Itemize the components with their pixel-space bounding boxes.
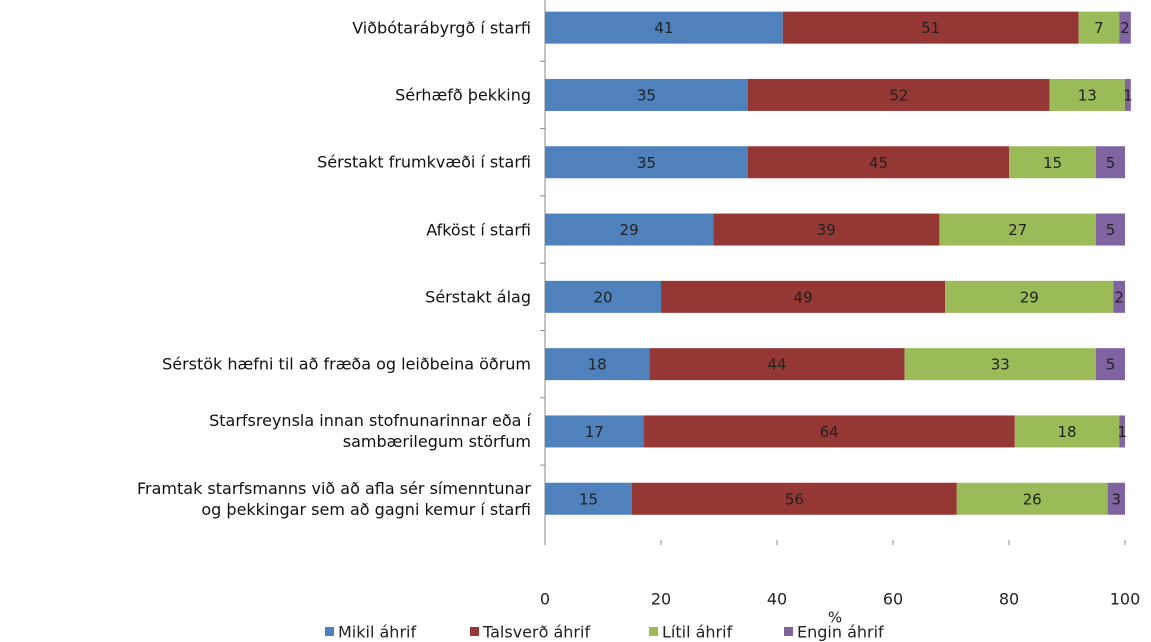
bar-segment: [1014, 415, 1120, 448]
value-label: 20: [593, 288, 612, 306]
legend-label: Engin áhrif: [797, 623, 884, 642]
value-label: 3: [1112, 490, 1122, 508]
bar-segment: [939, 213, 1096, 246]
value-label: 18: [1057, 423, 1076, 441]
legend-swatch: [649, 627, 658, 636]
bar-segment: [661, 280, 946, 313]
value-label: 17: [585, 423, 604, 441]
bar-segment: [945, 280, 1114, 313]
x-tick-label: 40: [767, 590, 787, 609]
bar-segment: [1009, 146, 1096, 179]
value-label: 33: [991, 356, 1010, 374]
bar-segment: [1049, 78, 1125, 111]
category-label: Afköst í starfi: [426, 220, 531, 240]
value-label: 29: [1020, 288, 1039, 306]
bar-segment: [545, 213, 714, 246]
value-label: 26: [1023, 490, 1042, 508]
x-tick-label: 100: [1110, 590, 1141, 609]
category-label: Sérstakt álag: [425, 287, 531, 307]
value-label: 5: [1106, 356, 1116, 374]
bar-segment: [1096, 213, 1125, 246]
value-label: 15: [579, 490, 598, 508]
x-tick-label: 80: [999, 590, 1019, 609]
bar-segment: [1096, 146, 1125, 179]
value-label: 15: [1043, 154, 1062, 172]
value-label: 45: [869, 154, 888, 172]
value-label: 7: [1094, 19, 1104, 37]
bar-segment: [1119, 11, 1131, 44]
bar-segment: [632, 482, 957, 515]
value-label: 49: [794, 288, 813, 306]
bar-segment: [782, 11, 1079, 44]
value-label: 13: [1078, 86, 1097, 104]
value-label: 39: [817, 221, 836, 239]
legend-label: Talsverð áhrif: [482, 623, 590, 642]
category-label: Framtak starfsmanns við að afla sér síme…: [136, 478, 531, 519]
bar-segment: [904, 348, 1096, 381]
value-label: 5: [1106, 154, 1116, 172]
value-label: 18: [588, 356, 607, 374]
bar-segment: [545, 348, 650, 381]
bar-segment: [1096, 348, 1125, 381]
legend-swatch: [325, 627, 334, 636]
value-label: 27: [1008, 221, 1027, 239]
category-label: Sérstakt frumkvæði í starfi: [317, 152, 531, 172]
value-label: 35: [637, 154, 656, 172]
legend-label: Lítil áhrif: [662, 623, 733, 642]
bar-segment: [956, 482, 1108, 515]
value-label: 2: [1120, 19, 1130, 37]
bar-segment: [643, 415, 1015, 448]
value-label: 44: [767, 356, 786, 374]
bar-segment: [545, 415, 644, 448]
value-label: 1: [1117, 423, 1127, 441]
x-tick-label: 0: [540, 590, 550, 609]
bar-segment: [748, 146, 1009, 179]
x-tick-label: 20: [651, 590, 671, 609]
value-label: 1: [1123, 86, 1133, 104]
value-label: 51: [921, 19, 940, 37]
category-label: Starfsreynsla innan stofnunarinnar eða í…: [209, 411, 531, 452]
bar-segment: [545, 280, 661, 313]
value-label: 5: [1106, 221, 1116, 239]
value-label: 41: [654, 19, 673, 37]
legend-swatch: [470, 627, 479, 636]
bar-segment: [545, 482, 632, 515]
bar-segment: [545, 78, 748, 111]
bar-segment: [545, 11, 783, 44]
bar-segment: [1113, 280, 1125, 313]
value-label: 35: [637, 86, 656, 104]
x-tick-label: 60: [883, 590, 903, 609]
category-label: Sérhæfð þekking: [395, 85, 531, 105]
value-label: 29: [620, 221, 639, 239]
bar-segment: [545, 146, 748, 179]
bar-segment: [649, 348, 905, 381]
value-label: 56: [785, 490, 804, 508]
x-axis-label: %: [828, 609, 842, 627]
value-label: 52: [889, 86, 908, 104]
legend-label: Mikil áhrif: [338, 623, 416, 642]
bar-segment: [1078, 11, 1120, 44]
bar-segment: [1119, 415, 1125, 448]
bar-segment: [713, 213, 940, 246]
category-label: Sérstök hæfni til að fræða og leiðbeina …: [162, 354, 531, 374]
value-label: 2: [1114, 288, 1124, 306]
bar-segment: [1125, 78, 1131, 111]
value-label: 64: [820, 423, 839, 441]
legend-swatch: [784, 627, 793, 636]
bar-segment: [748, 78, 1050, 111]
bar-segment: [1107, 482, 1125, 515]
category-label: Viðbótarábyrgð í starfi: [352, 18, 531, 38]
